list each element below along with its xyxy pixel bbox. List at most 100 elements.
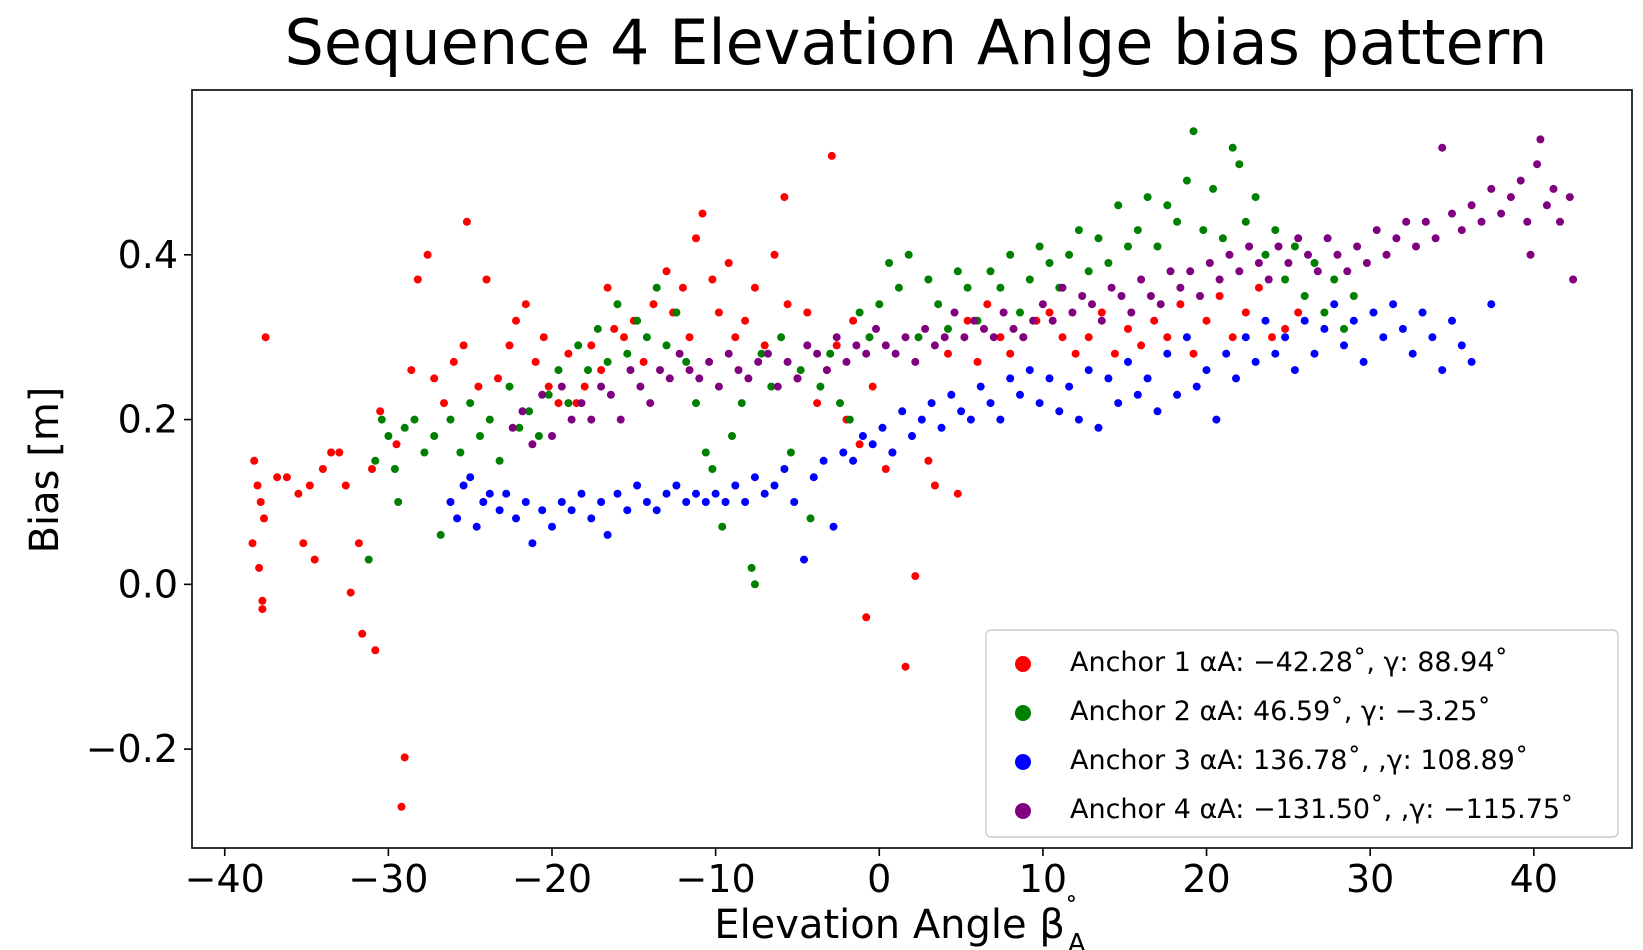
point-series-1 [282,473,291,482]
point-series-1 [554,399,563,408]
point-series-1 [849,316,858,325]
point-series-3 [479,498,488,506]
point-series-1 [953,489,962,498]
point-series-4 [754,357,763,366]
point-series-3 [711,489,720,498]
legend-marker-3 [1015,754,1031,770]
point-series-1 [440,399,448,408]
point-series-3 [1232,374,1240,383]
point-series-4 [1438,143,1447,152]
point-series-4 [518,407,527,416]
point-series-2 [525,407,534,416]
point-series-4 [1009,324,1018,333]
point-series-4 [911,357,920,366]
point-series-4 [1254,259,1263,267]
point-series-4 [1215,275,1224,284]
point-series-4 [1264,275,1273,284]
point-series-4 [1166,267,1175,276]
point-series-3 [652,506,661,515]
point-series-2 [718,522,727,531]
point-series-4 [1477,217,1486,226]
point-series-2 [613,300,622,309]
point-series-2 [1163,201,1172,210]
point-series-2 [364,555,373,564]
point-series-3 [446,498,455,506]
point-series-1 [512,316,520,325]
point-series-3 [858,432,867,440]
point-series-1 [482,275,491,284]
point-series-2 [1065,250,1074,259]
point-series-3 [721,498,730,506]
point-series-3 [1369,308,1378,317]
point-series-1 [358,629,367,638]
point-series-2 [885,259,894,267]
x-tick-label: 0 [867,857,891,901]
point-series-1 [318,465,327,473]
point-series-3 [927,399,936,408]
point-series-2 [1133,226,1142,235]
point-series-4 [783,357,792,366]
point-series-2 [436,530,445,539]
point-series-4 [1245,242,1254,251]
point-series-4 [1497,209,1506,218]
point-series-3 [485,489,494,498]
point-series-3 [466,473,475,482]
point-series-4 [872,324,880,333]
point-series-3 [1173,390,1182,399]
point-series-3 [1467,357,1476,366]
point-series-2 [466,399,475,408]
point-series-4 [813,349,822,358]
point-series-3 [577,489,586,498]
point-series-1 [620,333,628,342]
x-axis-label-sub: A [1068,929,1086,950]
point-series-2 [692,399,700,408]
points-layer [248,127,1578,811]
point-series-4 [1274,242,1283,251]
point-series-1 [783,300,792,309]
point-series-2 [420,448,429,457]
point-series-2 [757,349,766,358]
point-series-1 [731,333,740,342]
point-series-2 [1199,226,1208,235]
point-series-3 [1340,341,1348,350]
point-series-4 [1523,217,1532,226]
point-series-1 [963,316,972,325]
point-series-1 [1268,333,1276,342]
point-series-3 [1143,374,1152,383]
point-series-4 [1078,292,1087,300]
point-series-1 [397,802,406,811]
point-series-1 [1124,324,1132,333]
point-series-1 [371,646,380,655]
point-series-4 [1304,250,1312,259]
point-series-4 [1048,316,1057,325]
point-series-1 [544,382,553,391]
point-series-3 [760,489,769,498]
point-series-1 [310,555,319,564]
point-series-4 [852,341,861,350]
point-series-1 [973,357,982,366]
point-series-3 [1114,399,1123,408]
point-series-4 [1372,226,1381,235]
legend-marker-4 [1015,803,1031,819]
legend-marker-2 [1015,705,1031,721]
point-series-2 [806,514,815,523]
point-series-1 [832,341,841,350]
y-axis: −0.2 0.0 0.2 0.4 [86,233,192,771]
legend-label-1: Anchor 1 αA: −42.28˚, γ: 88.94˚ [1070,647,1508,678]
point-series-4 [695,374,704,383]
point-series-2 [476,432,484,440]
point-series-3 [1182,333,1191,342]
point-series-4 [764,349,772,358]
point-series-3 [898,407,907,416]
point-series-3 [1153,407,1162,416]
point-series-2 [904,250,913,259]
point-series-2 [384,432,393,440]
point-series-2 [728,432,736,440]
point-series-1 [376,407,385,416]
point-series-3 [1290,366,1299,375]
point-series-2 [505,382,514,391]
x-tick-label: 20 [1182,857,1230,901]
point-series-3 [1349,316,1358,325]
point-series-1 [901,662,910,671]
point-series-4 [960,333,969,342]
